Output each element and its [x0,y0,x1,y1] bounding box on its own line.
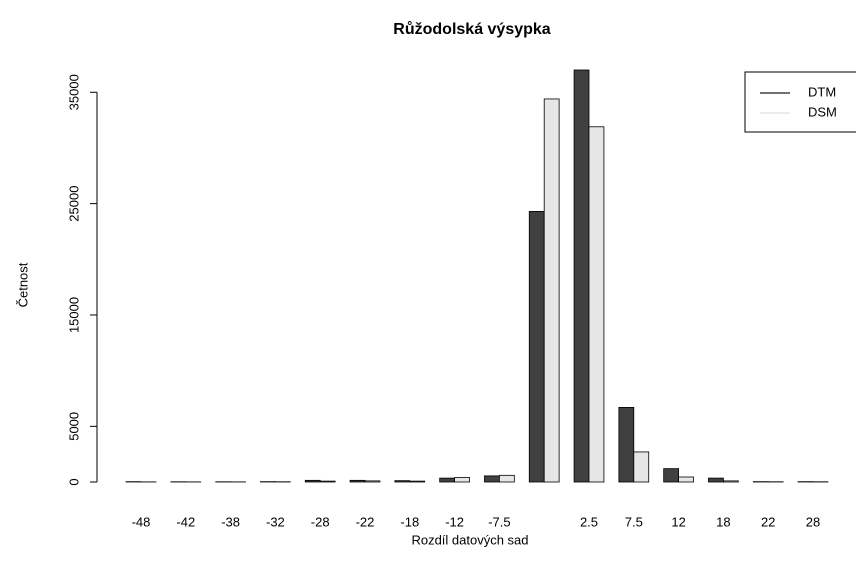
bar [543,98,560,483]
x-tick-label: -12 [445,514,464,529]
bar [439,477,455,483]
y-axis-label: Četnost [15,262,30,307]
x-tick-label: 18 [716,514,730,529]
bar [573,69,590,483]
bar [723,480,739,483]
legend-label: DTM [808,84,836,99]
bar [528,211,545,483]
x-tick-label: 28 [806,514,820,529]
y-tick-label: 0 [66,478,81,485]
x-tick-label: -38 [221,514,240,529]
x-tick-label: -7.5 [488,514,510,529]
x-tick-label: 12 [671,514,685,529]
bar [678,476,694,483]
bar [588,126,605,483]
bar [319,480,336,483]
bar [304,479,321,483]
x-tick-label: 22 [761,514,775,529]
x-tick-label: 7.5 [625,514,643,529]
bar [484,475,500,483]
x-tick-label: -48 [132,514,151,529]
bar [454,477,470,483]
bar [349,479,366,483]
x-tick-label: 2.5 [580,514,598,529]
bar [663,468,680,483]
y-tick-label: 25000 [66,186,81,222]
bar [364,480,381,483]
bar [633,451,650,483]
x-axis-label: Rozdíl datových sad [411,532,528,547]
y-tick-label: 15000 [66,297,81,333]
y-tick-label: 5000 [66,412,81,441]
x-tick-label: -42 [176,514,195,529]
legend-label: DSM [808,104,837,119]
x-tick-label: -32 [266,514,285,529]
x-tick-label: -22 [356,514,375,529]
bar [409,480,426,483]
bar [708,477,724,483]
legend-box [744,71,856,133]
chart-title: Růžodolská výsypka [393,21,551,38]
bar [618,406,635,483]
y-tick-label: 35000 [66,74,81,110]
bar [498,474,515,483]
x-tick-label: -18 [400,514,419,529]
x-tick-label: -28 [311,514,330,529]
bar [394,480,411,483]
